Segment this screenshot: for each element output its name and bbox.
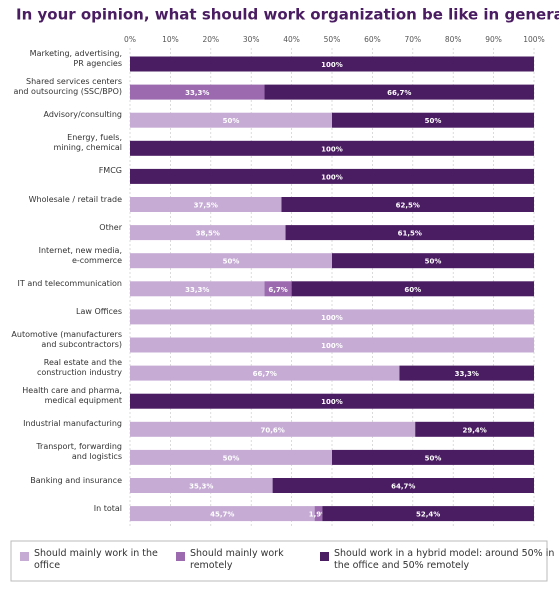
category-label: Wholesale / retail trade xyxy=(28,194,122,204)
bar-segment xyxy=(399,365,534,381)
data-label: 33,3% xyxy=(185,286,209,294)
bar-segment xyxy=(130,84,265,100)
bar-segment xyxy=(130,393,534,409)
bar-segment xyxy=(415,421,534,437)
legend-label: Should mainly work in the office xyxy=(34,548,158,571)
x-tick-label: 20% xyxy=(202,35,219,44)
bar-segment xyxy=(130,337,534,353)
bar-segment xyxy=(291,281,534,297)
legend-label: Should work in a hybrid model: around 50… xyxy=(334,548,555,571)
x-tick-label: 60% xyxy=(364,35,381,44)
category-label: FMCG xyxy=(98,166,122,176)
bar-segment xyxy=(281,197,534,212)
category-label: Advisory/consulting xyxy=(43,110,122,120)
data-label: 38,5% xyxy=(196,230,220,238)
bar-segment xyxy=(130,56,534,72)
category-label: Health care and pharma, medical equipmen… xyxy=(22,386,122,406)
category-label: IT and telecommunication xyxy=(17,278,122,288)
data-label: 33,3% xyxy=(455,370,479,378)
bar-segment xyxy=(130,168,534,184)
legend-box xyxy=(10,540,548,582)
data-label: 50% xyxy=(223,454,240,462)
x-tick-label: 10% xyxy=(162,35,179,44)
category-label: Internet, new media, e-commerce xyxy=(38,245,122,265)
data-label: 29,4% xyxy=(462,426,486,434)
bar-segment xyxy=(130,112,332,128)
data-label: 50% xyxy=(425,117,442,125)
data-label: 100% xyxy=(321,342,343,350)
data-label: 62,5% xyxy=(396,202,420,210)
data-label: 50% xyxy=(425,454,442,462)
bar-segment xyxy=(130,506,315,522)
bar-segment xyxy=(264,281,292,297)
bar-segment xyxy=(332,112,534,128)
bar-segment xyxy=(332,449,534,465)
category-label: Real estate and the construction industr… xyxy=(36,358,122,378)
x-tick-label: 90% xyxy=(485,35,502,44)
category-label: In total xyxy=(93,503,122,513)
bar-segment xyxy=(285,225,534,241)
category-label: Shared services centers and outsourcing … xyxy=(13,77,122,97)
category-label: Energy, fuels, mining, chemical xyxy=(53,133,122,153)
x-tick-label: 80% xyxy=(445,35,462,44)
data-label: 100% xyxy=(321,314,343,322)
category-label: Industrial manufacturing xyxy=(23,419,122,429)
data-label: 6,7% xyxy=(268,286,287,294)
category-label: Other xyxy=(99,222,122,232)
bar-segment xyxy=(130,197,282,212)
data-label: 1,9% xyxy=(309,511,328,519)
bar-segment xyxy=(272,478,534,493)
category-label: Law Offices xyxy=(76,306,122,316)
data-label: 60% xyxy=(404,286,421,294)
category-label: Automotive (manufacturers and subcontrac… xyxy=(11,330,122,349)
x-tick-label: 30% xyxy=(243,35,260,44)
data-label: 100% xyxy=(321,173,343,181)
data-label: 61,5% xyxy=(398,230,422,238)
bar-segment xyxy=(332,253,534,269)
bar-segment xyxy=(130,478,273,493)
data-label: 37,5% xyxy=(194,202,218,210)
data-label: 100% xyxy=(321,61,343,69)
bar-segment xyxy=(322,506,534,522)
data-label: 50% xyxy=(223,258,240,266)
data-label: 45,7% xyxy=(210,511,234,519)
legend-swatch xyxy=(320,552,329,561)
bar-segment xyxy=(130,421,416,437)
legend-label: Should mainly work remotely xyxy=(190,548,284,571)
x-tick-label: 50% xyxy=(324,35,341,44)
bar-segment xyxy=(314,506,323,522)
x-tick-label: 0% xyxy=(124,35,136,44)
bar-segment xyxy=(130,140,534,156)
category-label: Transport, forwarding and logistics xyxy=(36,442,122,462)
data-label: 52,4% xyxy=(416,511,440,519)
data-label: 64,7% xyxy=(391,483,415,491)
legend-swatch xyxy=(176,552,185,561)
bar-segment xyxy=(130,449,332,465)
data-label: 100% xyxy=(321,145,343,153)
x-tick-label: 100% xyxy=(523,35,544,44)
data-label: 33,3% xyxy=(185,89,209,97)
data-label: 66,7% xyxy=(387,89,411,97)
bar-segment xyxy=(130,365,400,381)
data-label: 50% xyxy=(425,258,442,266)
data-label: 100% xyxy=(321,398,343,406)
bar-segment xyxy=(130,225,286,241)
bar-segment xyxy=(264,84,534,100)
bar-segment xyxy=(130,309,534,325)
data-label: 50% xyxy=(223,117,240,125)
category-label: Marketing, advertising, PR agencies xyxy=(29,49,122,68)
legend-swatch xyxy=(20,552,29,561)
bar-segment xyxy=(130,281,265,297)
category-label: Banking and insurance xyxy=(30,475,122,485)
bar-segment xyxy=(130,253,332,269)
x-tick-label: 70% xyxy=(404,35,421,44)
data-label: 35,3% xyxy=(189,483,213,491)
x-tick-label: 40% xyxy=(283,35,300,44)
chart-title: In your opinion, what should work organi… xyxy=(16,6,559,24)
data-label: 70,6% xyxy=(260,426,284,434)
data-label: 66,7% xyxy=(253,370,277,378)
